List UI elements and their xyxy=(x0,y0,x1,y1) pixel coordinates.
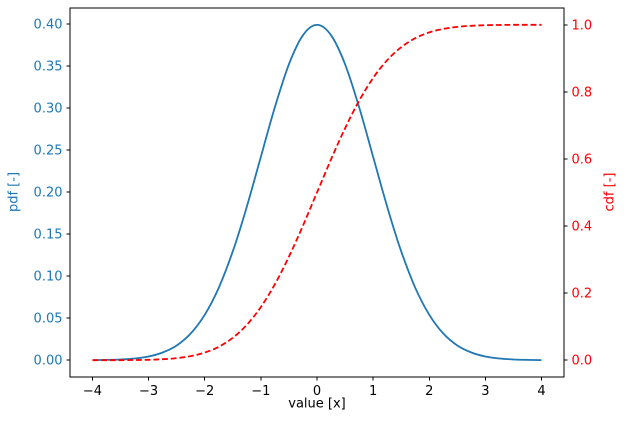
x-tick-label: −3 xyxy=(139,384,158,399)
y-axis-label-left: pdf [-] xyxy=(6,171,22,213)
x-tick-label: −4 xyxy=(83,384,102,399)
y-left-tick-label: 0.15 xyxy=(34,228,63,243)
x-tick-label: 0 xyxy=(313,384,321,399)
y-left-tick-label: 0.10 xyxy=(34,270,63,285)
y-left-tick-label: 0.00 xyxy=(34,354,63,369)
y-left-tick-label: 0.30 xyxy=(34,102,63,117)
y-right-tick-label: 0.6 xyxy=(572,152,593,167)
y-left-tick-label: 0.20 xyxy=(34,186,63,201)
y-left-tick-label: 0.40 xyxy=(34,17,63,32)
y-left-tick-label: 0.35 xyxy=(34,59,63,74)
pdf-curve xyxy=(92,23,542,361)
x-tick-label: 2 xyxy=(425,384,433,399)
x-tick-label: −1 xyxy=(251,384,270,399)
cdf-curve xyxy=(92,23,542,362)
y-right-tick-label: 0.4 xyxy=(572,220,593,235)
x-tick-label: 1 xyxy=(369,384,377,399)
x-tick-label: −2 xyxy=(195,384,214,399)
y-right-tick-label: 0.0 xyxy=(572,354,593,369)
x-axis-label: value [x] xyxy=(288,396,346,412)
y-right-tick-label: 0.2 xyxy=(572,287,593,302)
y-left-tick-label: 0.25 xyxy=(34,144,63,159)
x-tick-label: 3 xyxy=(481,384,489,399)
y-left-tick-label: 0.05 xyxy=(34,312,63,327)
y-axis-label-right: cdf [-] xyxy=(602,172,618,212)
x-tick-label: 4 xyxy=(537,384,545,399)
y-right-tick-label: 0.8 xyxy=(572,85,593,100)
y-right-tick-label: 1.0 xyxy=(572,18,593,33)
